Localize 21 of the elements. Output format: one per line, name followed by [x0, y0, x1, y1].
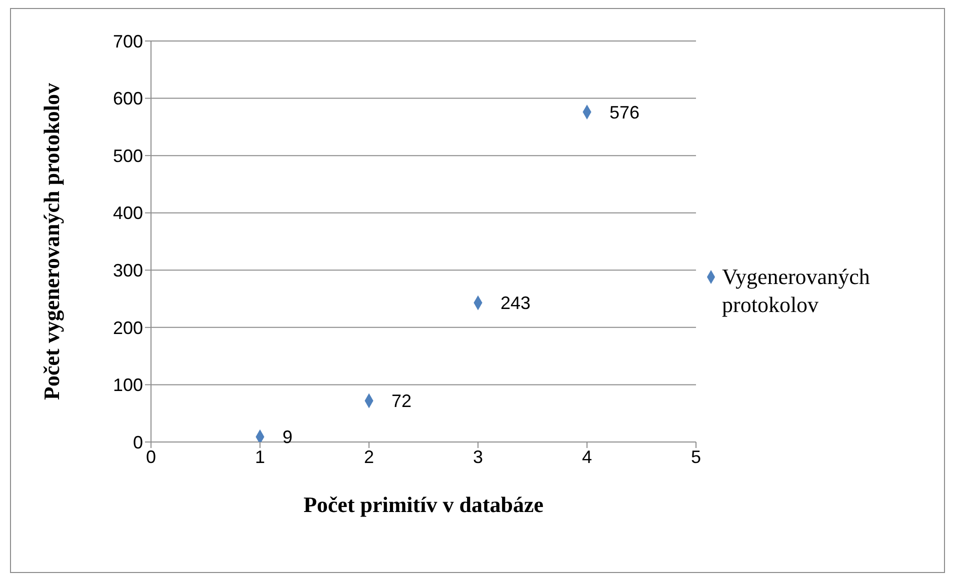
x-tick-label: 3 — [472, 446, 484, 467]
y-tick-label: 700 — [112, 31, 143, 52]
data-label: 576 — [610, 102, 640, 122]
data-label: 72 — [392, 391, 412, 412]
y-tick-label: 200 — [112, 318, 143, 338]
data-label: 243 — [500, 293, 531, 314]
x-tick-label: 0 — [146, 446, 156, 467]
x-tick-label: 5 — [690, 446, 702, 467]
x-tick-label: 2 — [364, 446, 374, 467]
x-tick-label: 1 — [254, 446, 266, 467]
y-tick-label: 600 — [112, 88, 143, 109]
y-axis-title: Počet vygenerovaných protokolov — [38, 83, 64, 400]
x-tick-label: 4 — [582, 446, 592, 467]
y-tick-label: 300 — [112, 260, 143, 281]
y-tick-label: 0 — [132, 432, 143, 452]
y-tick-label: 400 — [112, 203, 143, 224]
x-axis-title: Počet primitív v databáze — [303, 492, 544, 517]
data-label: 9 — [282, 427, 293, 448]
legend-label: Vygenerovaných protokolov — [722, 262, 871, 318]
y-tick-label: 500 — [112, 146, 143, 166]
y-tick-label: 100 — [112, 375, 143, 396]
